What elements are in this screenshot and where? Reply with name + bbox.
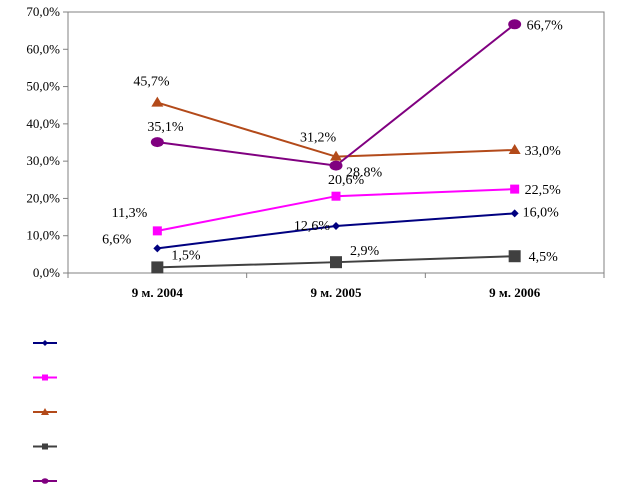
chart-lines	[150, 19, 522, 274]
data-label: 16,0%	[523, 205, 560, 220]
data-point	[151, 261, 164, 274]
legend-marker	[41, 408, 49, 415]
data-label: 1,5%	[171, 248, 201, 263]
data-point	[150, 137, 164, 148]
data-label: 4,5%	[529, 250, 559, 265]
data-point	[510, 209, 519, 218]
y-tick-label: 20,0%	[26, 190, 60, 205]
data-point	[508, 143, 521, 154]
data-label: 20,6%	[328, 173, 365, 188]
data-point	[331, 191, 341, 201]
data-point	[508, 19, 522, 30]
x-tick-label: 9 м. 2004	[132, 285, 184, 300]
data-label: 28.8%	[346, 166, 383, 181]
data-point	[332, 222, 340, 231]
y-tick-label: 10,0%	[26, 228, 60, 243]
x-tick-label: 9 м. 2006	[489, 285, 541, 300]
chart-axes: 0,0% 10,0% 20,0% 30,0% 40,0% 50,0% 60,0% 70,0% 9…	[26, 4, 605, 300]
series-2	[152, 184, 520, 236]
legend-marker	[42, 340, 48, 346]
chart-legend	[33, 340, 57, 484]
data-label: 45,7%	[133, 75, 170, 90]
legend-item-1	[33, 340, 57, 346]
data-label: 2,9%	[350, 244, 380, 259]
series-3	[151, 96, 521, 161]
data-point	[151, 96, 164, 107]
data-point	[330, 256, 342, 269]
data-point	[329, 160, 343, 171]
data-point	[152, 226, 162, 236]
data-point	[153, 244, 162, 253]
y-tick-label: 70,0%	[26, 4, 60, 19]
data-label: 22,5%	[525, 183, 562, 198]
legend-item-5	[33, 478, 57, 484]
legend-item-4	[33, 443, 57, 450]
series-line	[157, 212, 515, 250]
legend-marker	[42, 443, 48, 450]
legend-marker	[42, 374, 48, 381]
y-tick-label: 0,0%	[33, 265, 60, 280]
data-point	[330, 150, 342, 161]
data-label: 33,0%	[525, 144, 562, 159]
data-point	[508, 250, 521, 263]
y-tick-label: 30,0%	[26, 153, 60, 168]
data-label: 6,6%	[102, 232, 132, 247]
data-label: 12,6%	[294, 219, 331, 234]
legend-marker	[41, 478, 49, 484]
legend-item-2	[33, 374, 57, 381]
series-5	[150, 19, 522, 171]
plot-area	[67, 11, 605, 274]
data-label: 11,3%	[112, 206, 148, 221]
series-1	[153, 209, 519, 253]
data-label: 66,7%	[527, 18, 564, 33]
chart-data-labels: 6,6% 12,6% 16,0% 11,3% 20,6% 22,5% 45,7% 31,2% 3…	[102, 18, 563, 265]
data-point	[510, 184, 520, 194]
data-label: 31,2%	[300, 131, 337, 146]
y-tick-label: 60,0%	[26, 41, 60, 56]
y-tick-label: 40,0%	[26, 116, 60, 131]
y-tick-label: 50,0%	[26, 79, 60, 94]
x-tick-label: 9 м. 2005	[310, 285, 362, 300]
data-label: 35,1%	[147, 120, 184, 135]
series-4	[151, 250, 521, 274]
legend-item-3	[33, 408, 57, 415]
